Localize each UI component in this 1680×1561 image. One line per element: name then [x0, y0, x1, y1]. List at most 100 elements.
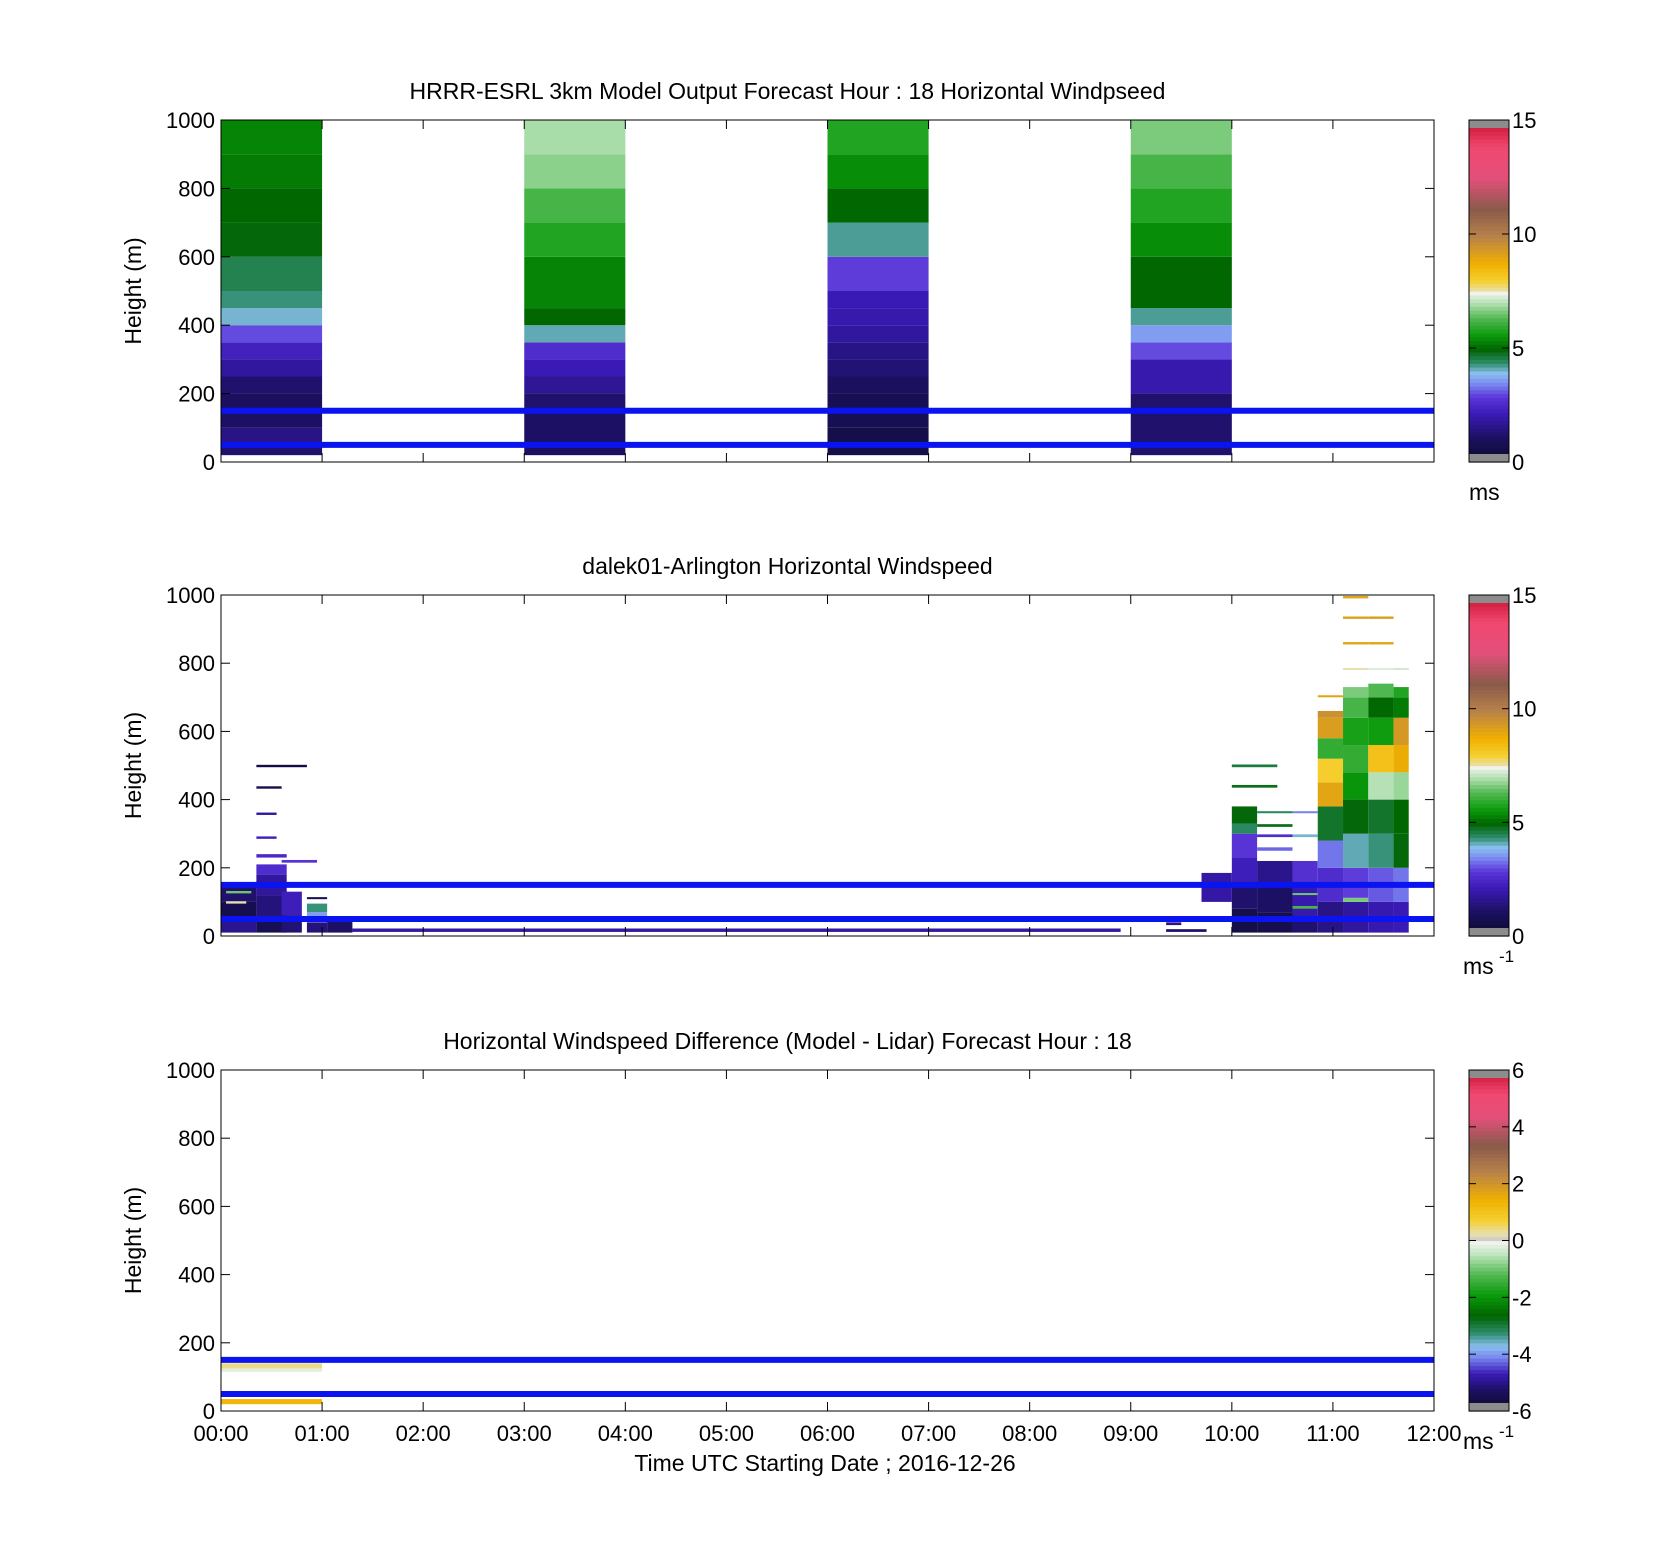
colorbar-frame: [1468, 594, 1510, 937]
x-tick-label: 10:00: [1204, 1421, 1259, 1446]
colorbar-tick-label: 0: [1512, 924, 1524, 949]
heatmap-cell: [827, 188, 929, 223]
colorbar-swatch: [1469, 1183, 1509, 1189]
heatmap-cell: [1257, 912, 1293, 933]
heatmap-cell: [524, 342, 626, 360]
colorbar-unit-exponent: -1: [1499, 1422, 1514, 1441]
colorbar-swatch: [1469, 833, 1509, 839]
heatmap-cell: [827, 325, 929, 343]
heatmap-cell: [221, 256, 323, 291]
colorbar-swatch: [1469, 685, 1509, 691]
colorbar-swatch: [1469, 678, 1509, 683]
colorbar-swatch: [1469, 1278, 1509, 1283]
colorbar-swatch: [1469, 222, 1509, 227]
colorbar-swatch: [1469, 1289, 1509, 1295]
colorbar-swatch: [1469, 1221, 1509, 1226]
x-axis-label: Time UTC Starting Date ; 2016-12-26: [634, 1450, 1015, 1476]
colorbar-cap: [1469, 928, 1509, 936]
colorbar-swatch: [1469, 606, 1509, 611]
heatmap-cell: [1368, 833, 1394, 868]
colorbar-swatch: [1469, 1248, 1509, 1253]
y-tick-label: 800: [178, 176, 215, 201]
colorbar-swatch: [1469, 1134, 1509, 1139]
heatmap-cell: [1231, 806, 1258, 824]
colorbar-swatch: [1469, 792, 1509, 797]
heatmap-cell: [827, 291, 929, 309]
heatmap-cell: [1368, 616, 1394, 619]
heatmap-cell: [827, 342, 929, 360]
colorbar-swatch: [1469, 666, 1509, 672]
heatmap-cell: [524, 222, 626, 257]
colorbar-unit: ms: [1463, 1428, 1494, 1454]
colorbar-swatch: [1469, 336, 1509, 341]
colorbar-swatch: [1469, 1195, 1509, 1200]
heatmap-cell: [327, 920, 353, 933]
heatmap-cell: [1343, 717, 1369, 746]
heatmap-cell: [256, 836, 277, 839]
heatmap-cell: [1393, 833, 1409, 868]
colorbar-swatch: [1469, 1077, 1509, 1082]
heatmap-cell: [1317, 782, 1344, 807]
colorbar-swatch: [1469, 1119, 1509, 1124]
colorbar-swatch: [1469, 879, 1509, 884]
heatmap-cell: [524, 120, 626, 155]
colorbar-swatch: [1469, 1282, 1509, 1287]
colorbar-swatch: [1469, 401, 1509, 406]
x-tick-label: 02:00: [396, 1421, 451, 1446]
colorbar-swatch: [1469, 131, 1509, 136]
colorbar-swatch: [1469, 670, 1509, 676]
x-tick-label: 06:00: [800, 1421, 855, 1446]
colorbar-swatch: [1469, 602, 1509, 607]
heatmap-cell: [524, 444, 626, 456]
heatmap-cell: [256, 895, 287, 916]
x-tick-label: 09:00: [1103, 1421, 1158, 1446]
heatmap-cell: [1343, 745, 1369, 773]
colorbar-swatch: [1469, 1160, 1509, 1166]
heatmap-cell: [1292, 884, 1318, 916]
heatmap-cell: [524, 256, 626, 309]
colorbar-swatch: [1469, 1369, 1509, 1374]
plot-area: [221, 1070, 1434, 1411]
colorbar-swatch: [1469, 420, 1509, 425]
colorbar-swatch: [1469, 192, 1509, 197]
colorbar-swatch: [1469, 1263, 1509, 1268]
colorbar-swatch: [1469, 389, 1509, 395]
colorbar-swatch: [1469, 408, 1509, 414]
heatmap-cell: [524, 325, 626, 343]
colorbar-swatch: [1469, 1240, 1509, 1245]
colorbar-swatch: [1469, 814, 1509, 820]
y-tick-label: 800: [178, 651, 215, 676]
colorbar-swatch: [1469, 1316, 1509, 1321]
colorbar-swatch: [1469, 431, 1509, 436]
colorbar-swatch: [1469, 253, 1509, 258]
heatmap-cell: [1368, 642, 1394, 645]
colorbar-swatch: [1469, 636, 1509, 642]
heatmap-cell: [524, 359, 626, 377]
colorbar-swatch: [1469, 196, 1509, 201]
colorbar-swatch: [1469, 329, 1509, 334]
heatmap-cell: [221, 901, 257, 919]
colorbar-swatch: [1469, 207, 1509, 212]
colorbar-swatch: [1469, 1301, 1509, 1306]
colorbar-swatch: [1469, 807, 1509, 812]
heatmap-cell: [1368, 717, 1394, 746]
heatmap-cell: [221, 342, 323, 360]
colorbar-swatch: [1469, 708, 1509, 714]
x-tick-label: 05:00: [699, 1421, 754, 1446]
colorbar-tick-label: 4: [1512, 1115, 1524, 1140]
colorbar-swatch: [1469, 1259, 1509, 1264]
colorbar-swatch: [1469, 1297, 1509, 1302]
colorbar-swatch: [1469, 901, 1509, 907]
colorbar-swatch: [1469, 905, 1509, 911]
heatmap-cell: [1130, 154, 1232, 189]
heatmap-cell: [1317, 806, 1344, 841]
colorbar-swatch: [1469, 754, 1509, 759]
colorbar-swatch: [1469, 856, 1509, 861]
colorbar-swatch: [1469, 439, 1509, 444]
y-tick-label: 600: [178, 245, 215, 270]
colorbar-swatch: [1469, 1115, 1509, 1120]
heatmap-cell: [1130, 120, 1232, 155]
y-tick-label: 0: [203, 924, 215, 949]
x-tick-label: 01:00: [295, 1421, 350, 1446]
colorbar-swatch: [1469, 909, 1509, 914]
